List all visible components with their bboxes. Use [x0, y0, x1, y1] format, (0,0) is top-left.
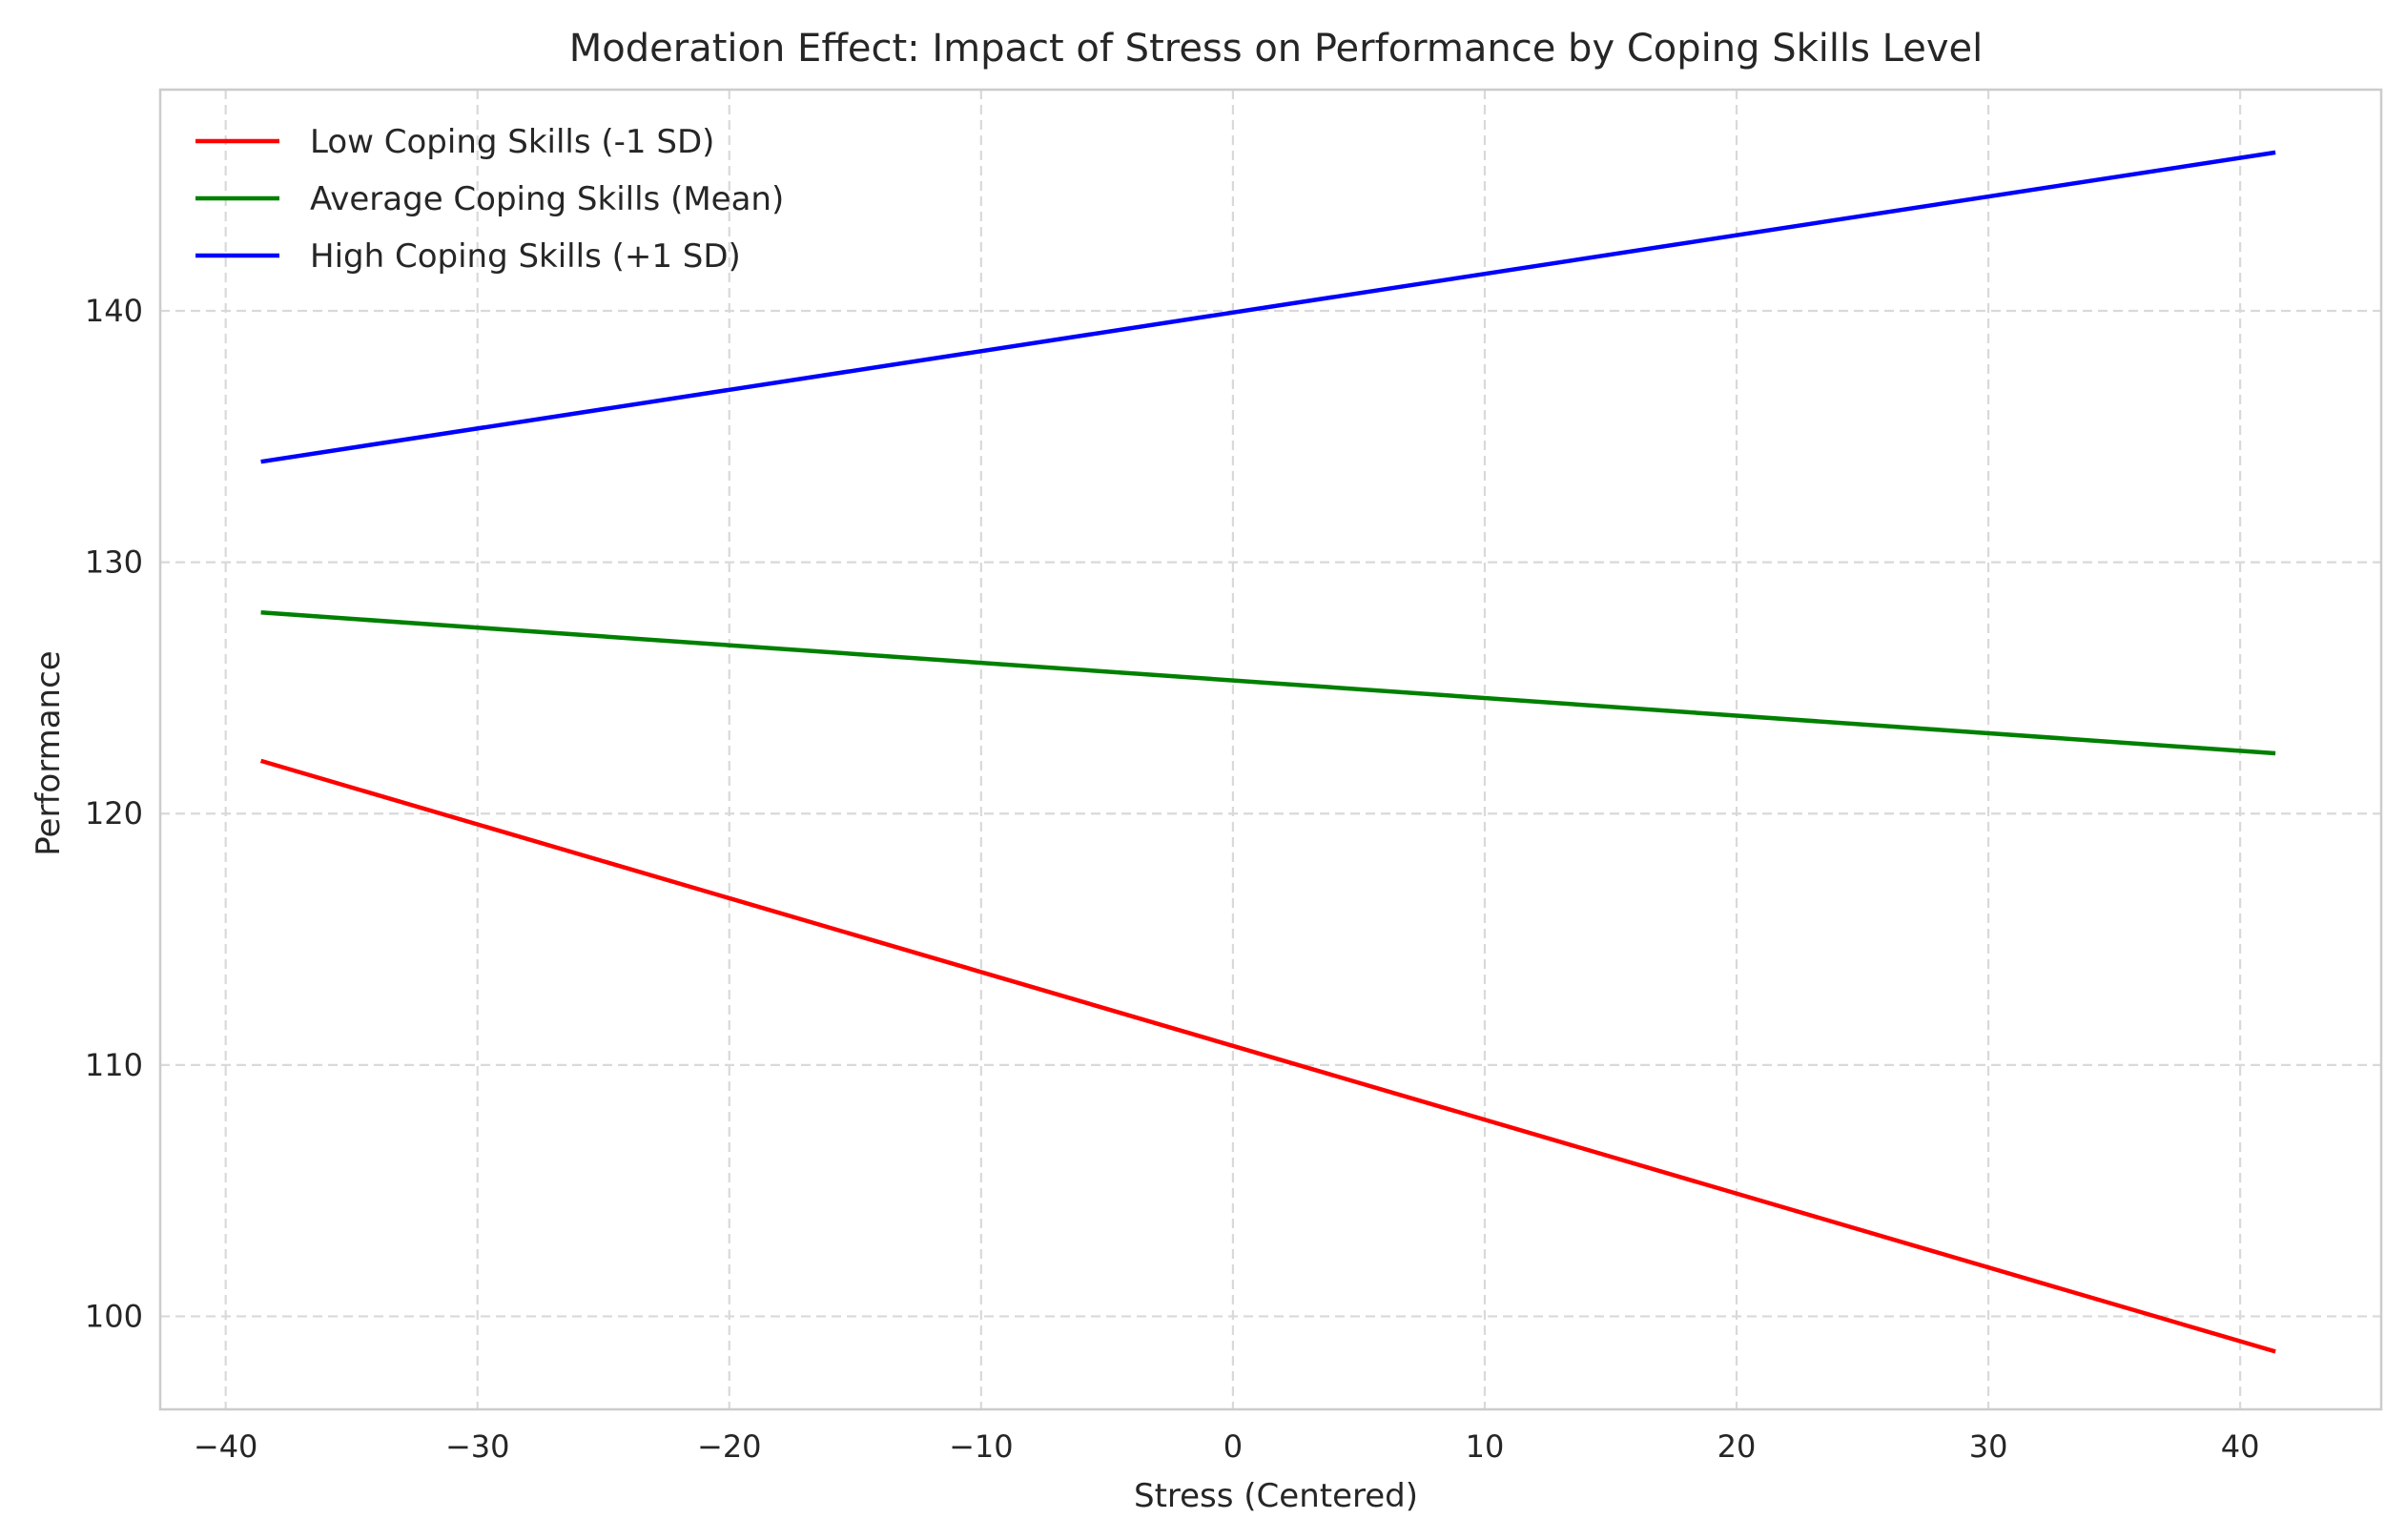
chart-title: Moderation Effect: Impact of Stress on P…: [569, 27, 1983, 71]
legend: Low Coping Skills (-1 SD) Average Coping …: [195, 123, 784, 276]
legend-label: Average Coping Skills (Mean): [310, 180, 784, 218]
x-tick-label: 30: [1969, 1428, 2008, 1465]
y-axis-label: Performance: [30, 650, 68, 855]
x-tick-label: 20: [1717, 1428, 1757, 1465]
grid: [160, 90, 2381, 1409]
y-tick-label: 100: [85, 1298, 143, 1334]
x-axis-ticks: −40 −30 −20 −10 0 10 20 30 40: [194, 1428, 2260, 1465]
legend-label: High Coping Skills (+1 SD): [310, 237, 741, 276]
x-tick-label: −10: [949, 1428, 1014, 1465]
series-line-1: [260, 610, 2276, 756]
x-axis-label: Stress (Centered): [1134, 1477, 1418, 1515]
y-tick-label: 110: [85, 1047, 143, 1083]
plot-frame: [158, 88, 2383, 1411]
series-group: [259, 150, 2276, 1354]
x-tick-label: −20: [697, 1428, 762, 1465]
x-tick-label: 40: [2221, 1428, 2260, 1465]
x-tick-label: 0: [1224, 1428, 1243, 1465]
y-tick-label: 130: [85, 544, 143, 581]
legend-label: Low Coping Skills (-1 SD): [310, 123, 714, 161]
y-axis-ticks: 100 110 120 130 140: [85, 293, 143, 1334]
x-tick-label: 10: [1466, 1428, 1505, 1465]
y-tick-label: 120: [85, 795, 143, 832]
series-line-0: [259, 758, 2276, 1354]
x-tick-label: −30: [445, 1428, 510, 1465]
y-tick-label: 140: [85, 293, 143, 329]
series-line-2: [260, 150, 2276, 464]
x-tick-label: −40: [194, 1428, 258, 1465]
